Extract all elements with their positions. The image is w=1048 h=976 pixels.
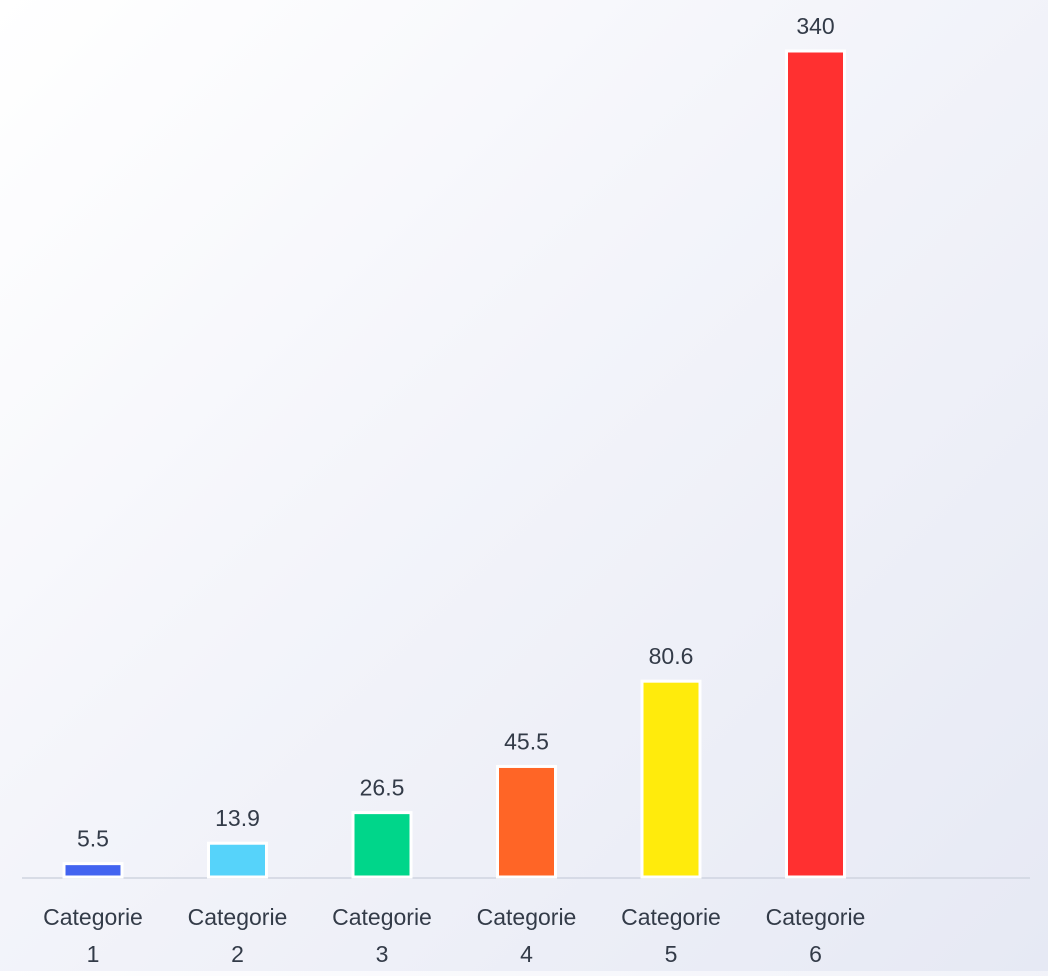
x-tick-label-1-line-2: 1 xyxy=(87,941,100,967)
bar-4 xyxy=(496,764,557,879)
x-tick-label-4-line-1: Categorie xyxy=(477,904,577,930)
data-label-5: 80.6 xyxy=(649,643,694,669)
x-tick-label-6-line-2: 6 xyxy=(809,941,822,967)
data-label-6: 340 xyxy=(796,13,834,39)
bar-6 xyxy=(785,49,846,879)
data-label-4: 45.5 xyxy=(504,728,549,754)
bar-2 xyxy=(207,841,268,879)
category-labels-layer: Categorie 1 Categorie 2 Categorie 3 Categorie 4… xyxy=(43,904,865,967)
x-tick-label-3-line-1: Categorie xyxy=(332,904,432,930)
x-tick-label-6-line-1: Categorie xyxy=(766,904,866,930)
x-tick-label-3-line-2: 3 xyxy=(376,941,389,967)
bars-layer xyxy=(62,49,846,879)
x-tick-label-2-line-2: 2 xyxy=(231,941,244,967)
x-tick-label-5-line-2: 5 xyxy=(665,941,678,967)
data-label-1: 5.5 xyxy=(77,826,109,852)
bar-1 xyxy=(62,862,124,879)
x-tick-label-2-line-1: Categorie xyxy=(188,904,288,930)
bar-5 xyxy=(640,679,702,879)
data-label-3: 26.5 xyxy=(360,775,405,801)
x-tick-label-1-line-1: Categorie xyxy=(43,904,143,930)
bar-3 xyxy=(351,811,413,879)
data-label-2: 13.9 xyxy=(215,805,260,831)
x-tick-label-4-line-2: 4 xyxy=(520,941,533,967)
x-tick-label-5-line-1: Categorie xyxy=(621,904,721,930)
value-labels-layer: 5.5 13.9 26.5 45.5 80.6 340 xyxy=(77,13,835,852)
